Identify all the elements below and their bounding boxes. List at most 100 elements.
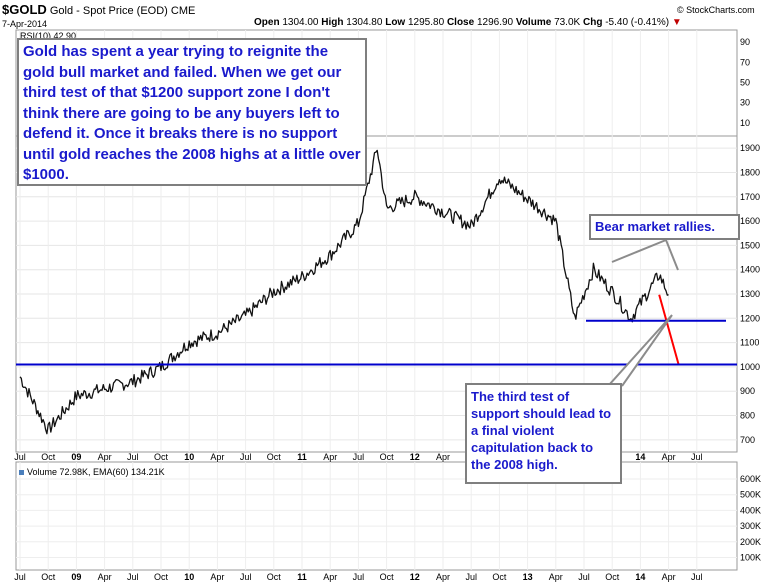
volume-label: Volume	[515, 17, 552, 28]
x-tick-label: Oct	[41, 572, 56, 582]
rsi-tick-label: 30	[740, 98, 750, 108]
symbol: $GOLD	[2, 2, 47, 17]
low-label: Low	[385, 17, 406, 28]
x-tick-label: Jul	[691, 572, 703, 582]
x-tick-label: Jul	[127, 452, 139, 462]
rsi-axis: 90 70 50 30 10	[740, 37, 750, 128]
price-tick-label: 1500	[740, 240, 760, 250]
x-tick-label: Apr	[549, 572, 563, 582]
volume-axis: 600K 500K 400K 300K 200K 100K	[740, 474, 761, 563]
volume-label: Volume 72.98K, EMA(60) 134.21K	[27, 467, 165, 477]
volume-tick-label: 100K	[740, 553, 761, 563]
bear-rallies-pointer	[611, 238, 679, 271]
quote-line: Open 1304.00 High 1304.80 Low 1295.80 Cl…	[254, 17, 682, 28]
low-value: 1295.80	[408, 17, 445, 28]
x-tick-label: Jul	[127, 572, 139, 582]
price-tick-label: 1400	[740, 265, 760, 275]
close-value: 1296.90	[476, 17, 514, 28]
volume-panel	[15, 461, 738, 571]
x-tick-label: Apr	[662, 572, 676, 582]
price-tick-label: 1200	[740, 313, 760, 323]
x-tick-label: 14	[635, 572, 645, 582]
price-tick-label: 900	[740, 386, 755, 396]
price-tick-label: 1700	[740, 192, 760, 202]
third-test-pointer	[599, 314, 673, 396]
price-tick-label: 1000	[740, 362, 760, 372]
price-tick-label: 1800	[740, 167, 760, 177]
x-tick-label: Oct	[380, 452, 395, 462]
price-tick-label: 800	[740, 411, 755, 421]
x-tick-label: Apr	[98, 572, 112, 582]
x-tick-label: 11	[297, 452, 307, 462]
price-tick-label: 1100	[740, 338, 759, 348]
x-tick-label: 11	[297, 572, 307, 582]
watermark: © StockCharts.com	[677, 5, 755, 15]
rsi-tick-label: 90	[740, 37, 750, 47]
x-tick-label: Oct	[492, 572, 507, 582]
x-tick-label: 09	[71, 572, 81, 582]
price-tick-label: 1900	[740, 143, 760, 153]
callout-pointers	[599, 238, 679, 396]
x-tick-label: Apr	[323, 572, 337, 582]
chart-header: $GOLD Gold - Spot Price (EOD) CME	[2, 2, 195, 17]
x-tick-label: Jul	[14, 452, 26, 462]
x-tick-label: Apr	[662, 452, 676, 462]
x-tick-label: Jul	[465, 572, 477, 582]
x-tick-label: Jul	[353, 572, 365, 582]
x-tick-label: 14	[635, 452, 645, 462]
volume-tick-label: 600K	[740, 474, 761, 484]
x-tick-label: Jul	[14, 572, 26, 582]
x-tick-label: Jul	[240, 452, 252, 462]
x-tick-label: Oct	[380, 572, 395, 582]
open-value: 1304.00	[282, 17, 319, 28]
chg-value: -5.40 (-0.41%)	[605, 17, 670, 28]
x-tick-label: Apr	[210, 572, 224, 582]
down-arrow-icon: ▼	[671, 17, 682, 28]
chart-date: 7-Apr-2014	[2, 19, 48, 29]
x-tick-label: Jul	[353, 452, 365, 462]
volume-legend-swatch	[19, 470, 24, 475]
price-tick-label: 700	[740, 435, 755, 445]
x-tick-label: Apr	[98, 452, 112, 462]
x-tick-label: Apr	[323, 452, 337, 462]
x-tick-label: Oct	[41, 452, 56, 462]
x-tick-label: Oct	[605, 572, 620, 582]
price-tick-label: 1300	[740, 289, 760, 299]
rsi-tick-label: 50	[740, 78, 750, 88]
rsi-label: RSI(10) 42.90	[20, 31, 76, 41]
chg-label: Chg	[582, 17, 603, 28]
main-annotation: Gold has spent a year trying to reignite…	[17, 38, 367, 186]
high-value: 1304.80	[346, 17, 383, 28]
x-tick-label: 10	[184, 572, 194, 582]
gold-price-line	[19, 149, 669, 435]
support-lines	[16, 319, 737, 366]
symbol-description: Gold - Spot Price (EOD)	[49, 5, 168, 17]
price-series	[19, 149, 680, 435]
volume-tick-label: 300K	[740, 521, 761, 531]
x-tick-label: Oct	[267, 452, 282, 462]
x-tick-label: Jul	[691, 452, 703, 462]
price-axis: 1900 1800 1700 1600 1500 1400 1300 1200 1100 1000…	[740, 143, 760, 445]
x-axis-volume: Jul Oct 09 Apr Jul Oct 10 Apr Jul Oct 11 Apr Jul Oct 1…	[14, 572, 702, 582]
high-label: High	[321, 17, 344, 28]
third-test-annotation: The third test of support should lead to…	[465, 383, 622, 484]
x-tick-label: 10	[184, 452, 194, 462]
rsi-tick-label: 10	[740, 118, 750, 128]
x-tick-label: Jul	[578, 572, 590, 582]
x-tick-label: 13	[523, 572, 533, 582]
x-tick-label: Oct	[154, 572, 169, 582]
bear-rallies-annotation: Bear market rallies.	[589, 214, 740, 240]
x-tick-label: Oct	[154, 452, 169, 462]
projection-line	[658, 294, 680, 365]
exchange: CME	[170, 5, 196, 17]
x-tick-label: Apr	[436, 572, 450, 582]
x-tick-label: 12	[410, 452, 420, 462]
close-label: Close	[446, 17, 475, 28]
x-tick-label: 09	[71, 452, 81, 462]
price-tick-label: 1600	[740, 216, 760, 226]
x-tick-label: 12	[410, 572, 420, 582]
x-tick-label: Apr	[210, 452, 224, 462]
volume-value: 73.0K	[554, 17, 581, 28]
x-tick-label: Apr	[436, 452, 450, 462]
volume-tick-label: 500K	[740, 490, 761, 500]
